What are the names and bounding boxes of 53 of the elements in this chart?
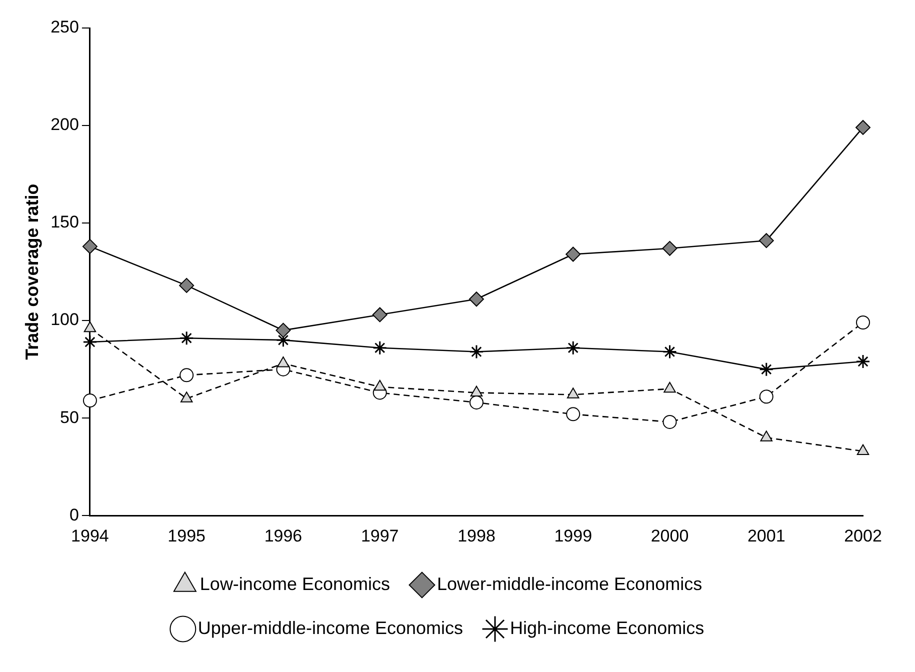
point	[566, 407, 580, 422]
point	[759, 390, 774, 404]
point	[469, 344, 484, 360]
point	[566, 388, 580, 398]
point	[84, 321, 96, 332]
point	[856, 120, 870, 135]
point	[856, 354, 870, 369]
point	[470, 386, 483, 396]
point	[468, 292, 484, 307]
point	[179, 330, 194, 346]
y-axis-title: Trade coverage ratio	[22, 184, 42, 360]
point	[276, 322, 291, 338]
point	[82, 394, 97, 408]
x-tick-label: 1995	[168, 526, 206, 546]
x-tick-label: 1999	[554, 526, 592, 546]
point	[82, 334, 98, 350]
point	[469, 395, 484, 410]
point	[662, 414, 677, 429]
y-tick-label: 150	[50, 212, 79, 232]
x-tick-label: 1997	[360, 526, 399, 546]
point	[856, 316, 870, 330]
point	[374, 380, 386, 391]
point	[662, 344, 677, 360]
point	[82, 238, 98, 254]
point	[179, 278, 194, 293]
point	[372, 307, 388, 322]
x-tick-label: 2001	[747, 526, 786, 546]
point	[662, 240, 678, 256]
point	[566, 340, 580, 356]
y-tick-label: 250	[50, 18, 79, 37]
point	[372, 340, 388, 356]
point	[664, 382, 676, 393]
legend-label: High-income Economics	[510, 618, 704, 638]
x-tick-label: 2002	[844, 526, 882, 546]
point	[760, 430, 772, 442]
point	[180, 368, 194, 382]
x-tick-label: 2000	[650, 526, 689, 546]
y-tick-label: 100	[50, 310, 79, 330]
x-tick-label: 1994	[71, 526, 109, 546]
point	[758, 233, 774, 248]
point	[566, 246, 581, 262]
y-tick-label: 0	[69, 505, 79, 524]
y-tick-label: 50	[60, 408, 79, 427]
point	[856, 444, 870, 455]
legend-label: Low-income Economics	[200, 574, 390, 594]
x-tick-label: 1998	[458, 526, 496, 546]
legend-label: Lower-middle-income Economics	[436, 574, 702, 594]
x-tick-label: 1996	[264, 526, 302, 546]
point	[180, 392, 193, 402]
legend-label: Upper-middle-income Economics	[198, 618, 464, 638]
point	[759, 362, 774, 377]
y-tick-label: 200	[50, 115, 79, 134]
point	[277, 356, 290, 368]
